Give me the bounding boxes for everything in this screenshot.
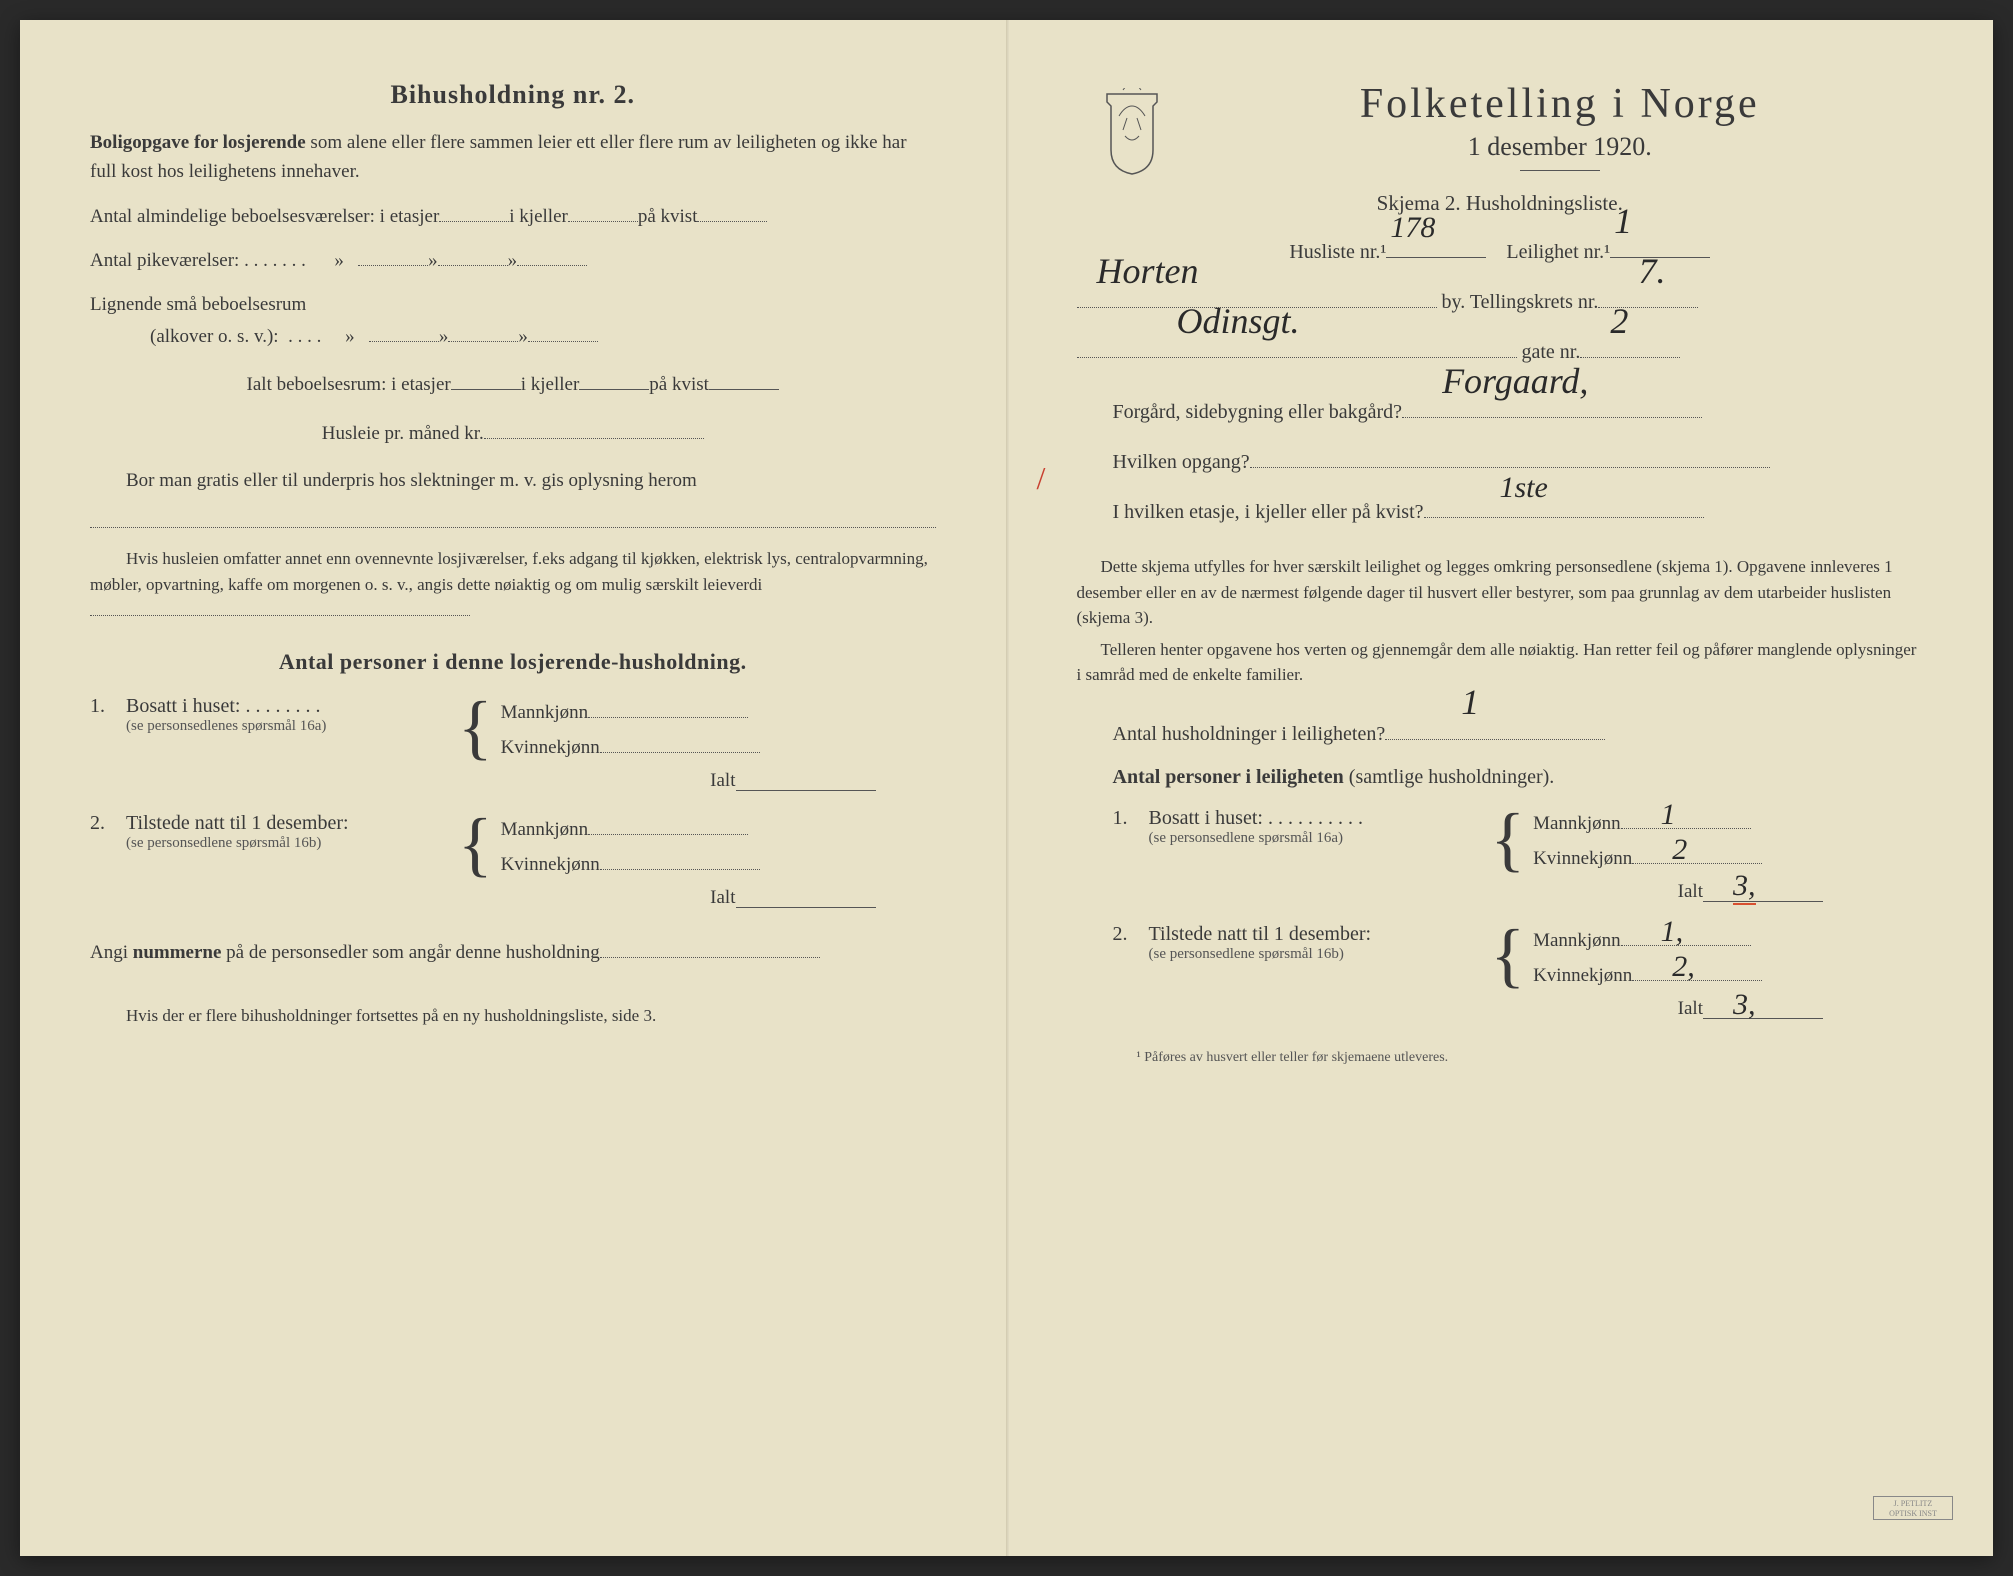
lignende-line1: Lignende små beboelsesrum bbox=[90, 290, 936, 319]
brace-r2: { Mannkjønn1, Kvinnekjønn2, bbox=[1491, 923, 1763, 988]
right-item-1: 1. Bosatt i huset: . . . . . . . . . . (… bbox=[1077, 807, 1924, 872]
right-page: Folketelling i Norge 1 desember 1920. Sk… bbox=[1007, 20, 1994, 1556]
ialt2-value: 3, bbox=[1703, 998, 1823, 1019]
blank bbox=[568, 201, 638, 222]
left-section-title: Antal personer i denne losjerende-hushol… bbox=[90, 649, 936, 675]
mann1-value: 1 bbox=[1621, 808, 1751, 829]
right-item-2: 2. Tilstede natt til 1 desember: (se per… bbox=[1077, 923, 1924, 988]
blank bbox=[600, 732, 760, 753]
instructions-1: Dette skjema utfylles for hver særskilt … bbox=[1077, 554, 1924, 631]
blank bbox=[528, 321, 598, 342]
num-2: 2. bbox=[90, 812, 126, 835]
forgard-line: Forgård, sidebygning eller bakgård?Forga… bbox=[1077, 390, 1924, 434]
angi-line: Angi nummerne på de personsedler som ang… bbox=[90, 937, 936, 967]
blank bbox=[484, 418, 704, 439]
census-document: Bihusholdning nr. 2. Boligopgave for los… bbox=[20, 20, 1993, 1556]
printer-stamp: J. PETLITZOPTISK INST bbox=[1873, 1496, 1953, 1520]
antal-pers-line: Antal personer i leiligheten (samtlige h… bbox=[1077, 762, 1924, 793]
antal-hush-line: Antal husholdninger i leiligheten?1 bbox=[1077, 712, 1924, 756]
husliste-line: Husliste nr.¹178 Leilighet nr.¹1 bbox=[1077, 230, 1924, 274]
mann2-value: 1, bbox=[1621, 925, 1751, 946]
num-1: 1. bbox=[1113, 807, 1149, 830]
instructions-2: Telleren henter opgavene hos verten og g… bbox=[1077, 637, 1924, 688]
antal-hush-value: 1 bbox=[1385, 718, 1605, 740]
skjema-line: Skjema 2. Husholdningsliste. bbox=[1077, 191, 1924, 216]
blank bbox=[588, 697, 748, 718]
etasje-line: I hvilken etasje, i kjeller eller på kvi… bbox=[1077, 490, 1924, 534]
blank bbox=[451, 369, 521, 390]
blank bbox=[588, 814, 748, 835]
left-ialt-2: Ialt bbox=[90, 887, 936, 909]
husliste-value: 178 bbox=[1386, 236, 1486, 258]
coat-of-arms-icon bbox=[1097, 88, 1167, 176]
right-ialt-1: Ialt3, bbox=[1077, 881, 1924, 903]
gratis-line: Bor man gratis eller til underpris hos s… bbox=[90, 466, 936, 528]
brace-1: { Mannkjønn Kvinnekjønn bbox=[458, 695, 760, 760]
left-item-1: 1. Bosatt i huset: . . . . . . . . (se p… bbox=[90, 695, 936, 760]
kvinne2-value: 2, bbox=[1632, 960, 1762, 981]
red-mark: / bbox=[1037, 460, 1046, 497]
curly-brace-icon: { bbox=[458, 812, 493, 877]
right-header: Folketelling i Norge 1 desember 1920. bbox=[1197, 80, 1924, 171]
blank bbox=[369, 321, 439, 342]
left-ialt-1: Ialt bbox=[90, 770, 936, 792]
blank bbox=[90, 507, 936, 528]
blank bbox=[697, 201, 767, 222]
blank bbox=[90, 597, 470, 616]
brace-r1: { Mannkjønn1 Kvinnekjønn2 bbox=[1491, 807, 1763, 872]
intro-paragraph: Boligopgave for losjerende som alene ell… bbox=[90, 128, 936, 187]
blank bbox=[439, 201, 509, 222]
left-page: Bihusholdning nr. 2. Boligopgave for los… bbox=[20, 20, 1007, 1556]
forgard-value: Forgaard, bbox=[1402, 396, 1702, 418]
blank bbox=[358, 245, 428, 266]
ialt-bebo-line: Ialt beboelsesrum: i etasjeri kjellerpå … bbox=[90, 369, 936, 399]
etasje-value: 1ste bbox=[1424, 496, 1704, 518]
curly-brace-icon: { bbox=[1491, 807, 1526, 872]
flere-note: Hvis der er flere bihusholdninger fortse… bbox=[90, 1003, 936, 1029]
right-ialt-2: Ialt3, bbox=[1077, 998, 1924, 1020]
rooms-line: Antal almindelige beboelsesværelser: i e… bbox=[90, 201, 936, 231]
blank bbox=[709, 369, 779, 390]
blank bbox=[579, 369, 649, 390]
brace-2: { Mannkjønn Kvinnekjønn bbox=[458, 812, 760, 877]
divider bbox=[1520, 170, 1600, 171]
curly-brace-icon: { bbox=[458, 695, 493, 760]
blank bbox=[448, 321, 518, 342]
blank bbox=[600, 937, 820, 958]
curly-brace-icon: { bbox=[1491, 923, 1526, 988]
blank bbox=[438, 245, 508, 266]
lignende-line2: (alkover o. s. v.): . . . . » »» bbox=[150, 321, 936, 351]
kvinne1-value: 2 bbox=[1632, 843, 1762, 864]
blank bbox=[600, 849, 760, 870]
ialt1-value: 3, bbox=[1703, 881, 1823, 902]
gatenr-value: 2 bbox=[1580, 336, 1680, 358]
intro-bold: Boligopgave for losjerende bbox=[90, 132, 306, 153]
num-2: 2. bbox=[1113, 923, 1149, 946]
left-title: Bihusholdning nr. 2. bbox=[90, 80, 936, 110]
main-date: 1 desember 1920. bbox=[1197, 132, 1924, 162]
left-item-2: 2. Tilstede natt til 1 desember: (se per… bbox=[90, 812, 936, 877]
blank bbox=[736, 770, 876, 791]
husleie-line: Husleie pr. måned kr. bbox=[90, 418, 936, 448]
pike-line: Antal pikeværelser: . . . . . . . » »» bbox=[90, 245, 936, 275]
main-title: Folketelling i Norge bbox=[1197, 80, 1924, 128]
blank bbox=[517, 245, 587, 266]
blank bbox=[736, 887, 876, 908]
num-1: 1. bbox=[90, 695, 126, 718]
husleien-note: Hvis husleien omfatter annet enn ovennev… bbox=[90, 546, 936, 623]
footnote: ¹ Påføres av husvert eller teller før sk… bbox=[1077, 1050, 1924, 1066]
